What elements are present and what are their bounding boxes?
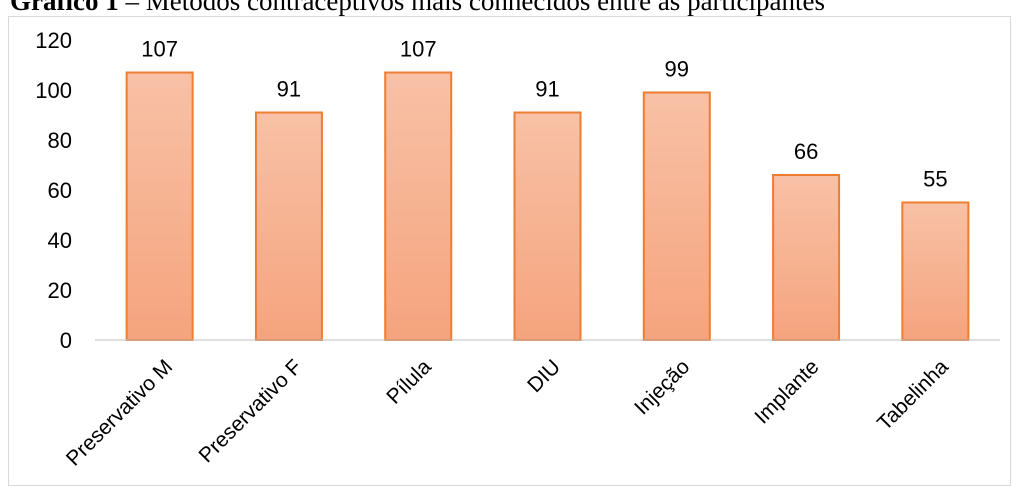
data-label: 91 <box>277 77 301 102</box>
y-axis: 0 20 40 60 80 100 120 <box>35 28 72 353</box>
data-label: 107 <box>400 37 437 62</box>
y-tick-label: 80 <box>48 128 72 153</box>
x-tick-label: Pílula <box>382 355 436 409</box>
y-tick-label: 20 <box>48 278 72 303</box>
y-tick-label: 120 <box>35 28 72 53</box>
x-tick-label: DIU <box>523 355 565 397</box>
x-tick-label: Injeção <box>630 355 694 419</box>
bar <box>772 174 841 341</box>
data-label: 107 <box>141 37 178 62</box>
x-tick-label: Implante <box>750 355 823 428</box>
data-label: 55 <box>923 167 947 192</box>
x-axis: Preservativo M Preservativo F Pílula DIU Inj… <box>62 339 1000 471</box>
chart-title-text: Métodos contraceptivos mais conhecidos e… <box>145 0 826 16</box>
bar <box>901 201 970 341</box>
data-label: 91 <box>535 77 559 102</box>
chart-title: Gráfico 1 – Métodos contraceptivos mais … <box>10 0 825 17</box>
data-label: 66 <box>794 139 818 164</box>
x-tick-label: Tabelinha <box>873 355 953 435</box>
bar <box>513 111 582 341</box>
y-tick-label: 0 <box>60 328 72 353</box>
data-label: 99 <box>665 57 689 82</box>
bar <box>254 111 323 341</box>
y-tick-label: 40 <box>48 228 72 253</box>
bar <box>384 71 453 341</box>
bar <box>642 91 711 341</box>
bar <box>125 71 194 341</box>
data-labels: 107 91 107 91 99 66 55 <box>141 37 947 192</box>
chart-title-prefix: Gráfico 1 <box>10 0 119 16</box>
y-tick-label: 100 <box>35 78 72 103</box>
bars <box>125 71 970 341</box>
x-tick-label: Preservativo M <box>62 355 177 470</box>
y-tick-label: 60 <box>48 178 72 203</box>
x-tick-label: Preservativo F <box>194 355 306 467</box>
